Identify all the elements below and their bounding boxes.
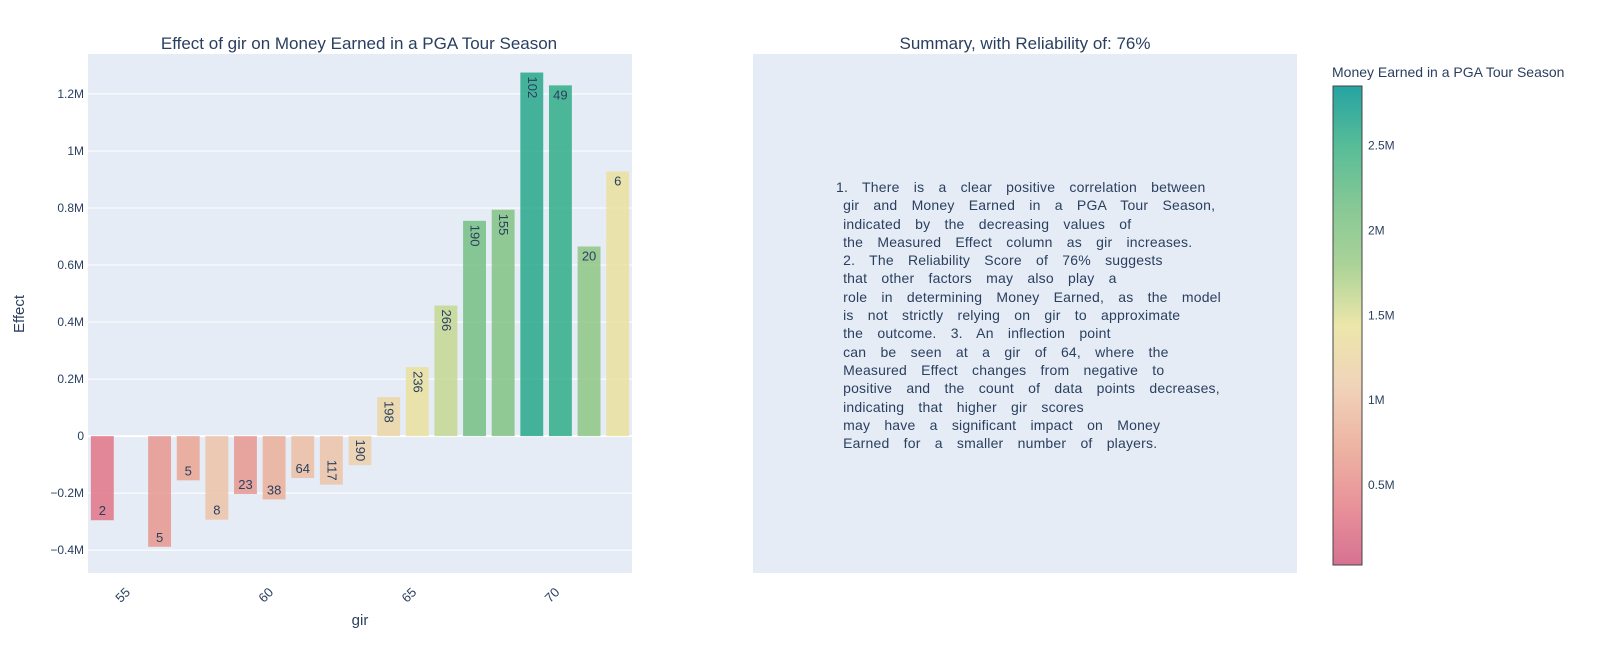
y-tick-labels: −0.4M −0.2M 0 0.2M 0.4M 0.6M 0.8M 1M 1.2M — [50, 87, 84, 557]
colorbar-tick-label: 2.5M — [1368, 138, 1395, 152]
bar-count-label: 20 — [582, 248, 596, 263]
y-tick-label: 1.2M — [57, 87, 84, 101]
bar-count-label: 23 — [238, 477, 252, 492]
colorbar-tick-label: 2M — [1368, 223, 1385, 237]
bar-count-label: 117 — [324, 460, 339, 481]
x-tick-label: 60 — [255, 585, 276, 606]
bar — [577, 246, 601, 437]
bar-count-label: 102 — [525, 77, 540, 99]
y-tick-label: −0.4M — [50, 543, 84, 557]
x-tick-label: 55 — [112, 585, 133, 606]
y-tick-label: 0.4M — [57, 315, 84, 329]
colorbar-tick-label: 1M — [1368, 393, 1385, 407]
y-tick-label: 1M — [67, 144, 84, 158]
bar — [205, 436, 229, 520]
bar — [377, 397, 401, 437]
x-tick-label: 70 — [542, 585, 563, 606]
summary-title: Summary, with Reliability of: 76% — [900, 34, 1151, 53]
bar-count-label: 190 — [353, 440, 368, 462]
colorbar-tick-labels: 0.5M 1M 1.5M 2M 2.5M — [1368, 138, 1395, 492]
x-tick-label: 65 — [399, 585, 420, 606]
colorbar-tick-label: 0.5M — [1368, 478, 1395, 492]
bar-count-label: 190 — [468, 225, 483, 247]
bar-count-label: 64 — [296, 461, 310, 476]
bar-count-label: 236 — [410, 371, 425, 393]
bar-count-label: 38 — [267, 482, 281, 497]
bars — [90, 72, 630, 547]
bar-count-labels: 2 5 5 8 23 38 64 117 190 198 236 266 190 155 102 49 20 6 — [99, 77, 622, 545]
bar — [491, 209, 515, 437]
bar-count-label: 155 — [496, 214, 511, 236]
y-tick-label: 0.2M — [57, 372, 84, 386]
y-axis-label: Effect — [11, 294, 28, 333]
bar — [176, 436, 200, 481]
summary-text: 1. There is a clear positive correlation… — [836, 179, 1221, 452]
bar-count-label: 2 — [99, 503, 106, 518]
bar-count-label: 8 — [213, 503, 220, 518]
bar — [90, 436, 114, 521]
bar — [319, 436, 343, 485]
bar — [520, 72, 544, 437]
y-tick-label: −0.2M — [50, 486, 84, 500]
chart-title: Effect of gir on Money Earned in a PGA T… — [161, 34, 557, 53]
x-tick-labels: 55 60 65 70 — [112, 585, 562, 606]
bar — [348, 436, 372, 466]
colorbar-tick-label: 1.5M — [1368, 308, 1395, 322]
bar — [234, 436, 257, 495]
colorbar-title: Money Earned in a PGA Tour Season — [1332, 64, 1564, 80]
bar — [434, 305, 458, 437]
summary-panel: 1. There is a clear positive correlation… — [753, 54, 1297, 573]
bar — [262, 436, 286, 500]
bar-count-label: 6 — [614, 173, 621, 188]
y-tick-label: 0.6M — [57, 258, 84, 272]
x-axis-label: gir — [352, 612, 369, 629]
bar-count-label: 49 — [553, 87, 567, 102]
bar — [291, 436, 315, 479]
y-tick-label: 0 — [77, 429, 84, 443]
bar — [606, 171, 630, 437]
bar-count-label: 266 — [439, 310, 454, 332]
bar — [548, 85, 572, 437]
bar — [463, 220, 486, 437]
bar-count-label: 198 — [382, 401, 397, 423]
bar-count-label: 5 — [156, 530, 163, 545]
bar — [405, 367, 429, 437]
colorbar — [1332, 85, 1363, 566]
bar-count-label: 5 — [185, 463, 192, 478]
y-tick-label: 0.8M — [57, 201, 84, 215]
bar — [148, 436, 172, 547]
